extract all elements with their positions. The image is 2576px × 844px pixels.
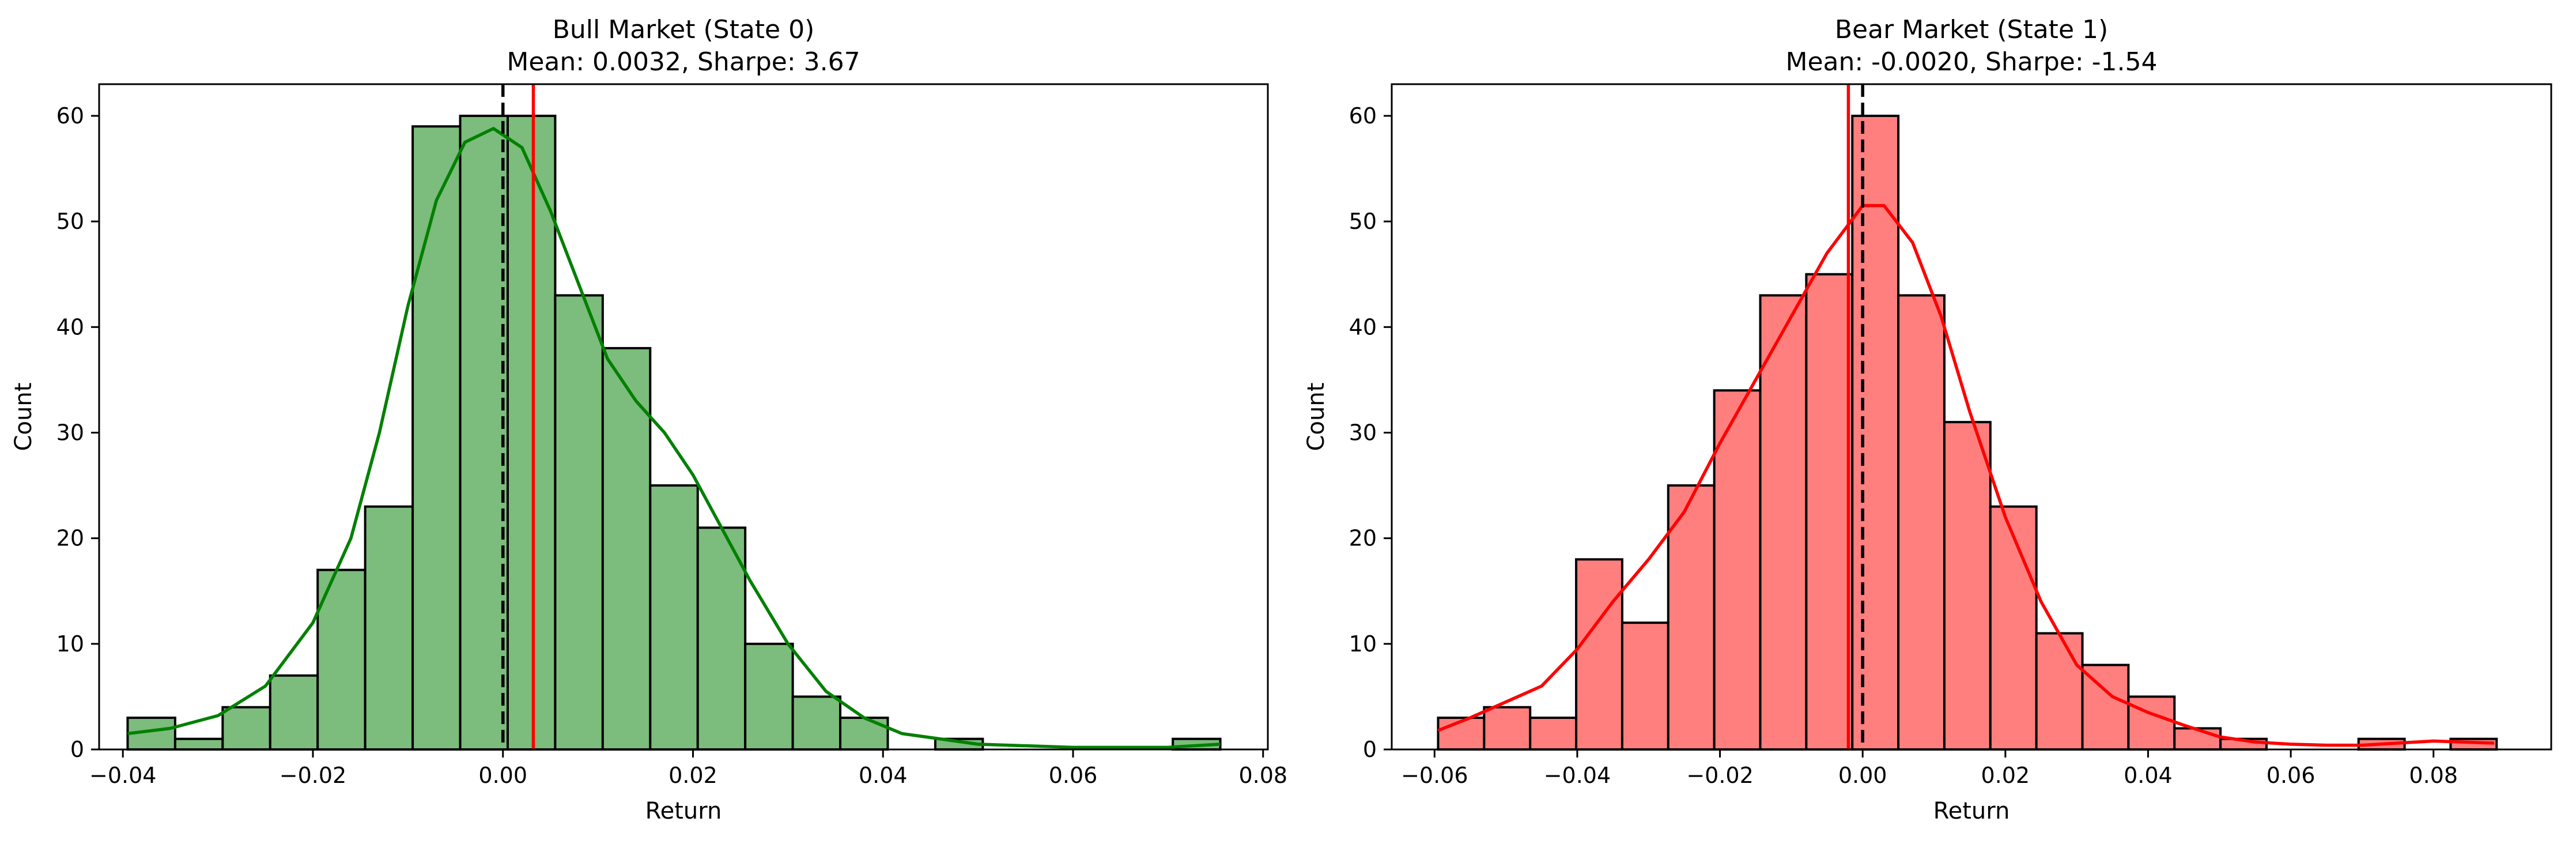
kde-curve — [127, 127, 1221, 749]
chart-subtitle: Mean: 0.0032, Sharpe: 3.67 — [507, 47, 860, 77]
y-tick-label: 30 — [56, 420, 84, 445]
histogram-bar — [744, 642, 794, 751]
histogram-bar — [601, 346, 652, 751]
histogram-bar — [649, 484, 699, 751]
x-tick-label: 0.00 — [478, 763, 527, 788]
histogram-bar — [1621, 621, 1670, 751]
histogram-bar — [1989, 505, 2038, 751]
x-tick-label: −0.02 — [1686, 763, 1753, 788]
chart-title: Bear Market (State 1) — [1835, 15, 2108, 44]
histogram-bar — [1483, 706, 1532, 751]
histogram-bar — [173, 737, 224, 751]
x-tick-label: 0.04 — [859, 763, 908, 788]
y-tick-label: 50 — [1349, 209, 1377, 234]
y-tick-label: 20 — [56, 526, 84, 551]
x-axis-label: Return — [645, 798, 722, 824]
x-tick-label: −0.06 — [1401, 763, 1468, 788]
x-tick-label: 0.02 — [668, 763, 717, 788]
histogram-bar — [1713, 389, 1762, 751]
histogram-bar — [1851, 114, 1900, 751]
axes-frame — [98, 83, 1269, 751]
axes-frame — [1391, 83, 2552, 751]
histogram-bar — [1667, 484, 1716, 751]
x-tick-label: 0.06 — [2267, 763, 2316, 788]
y-tick-label: 60 — [1349, 103, 1377, 129]
x-axis-label: Return — [1933, 798, 2010, 824]
y-axis-label: Count — [10, 383, 37, 451]
x-tick-label: −0.04 — [1544, 763, 1611, 788]
histogram-bar — [791, 695, 842, 751]
x-tick-label: 0.04 — [2124, 763, 2173, 788]
x-tick-label: 0.08 — [1238, 763, 1287, 788]
histogram-bar — [221, 706, 271, 751]
x-tick-label: 0.02 — [1981, 763, 2030, 788]
histogram-bar — [1759, 294, 1808, 751]
histogram-bar — [2173, 727, 2222, 751]
histogram-bar — [1529, 717, 1578, 751]
y-axis-label: Count — [1303, 383, 1329, 451]
histogram-bar — [839, 717, 889, 751]
x-tick-label: −0.04 — [89, 763, 156, 788]
y-tick-label: 10 — [56, 631, 84, 657]
kde-curve — [1437, 204, 2495, 747]
x-tick-label: 0.06 — [1049, 763, 1098, 788]
y-tick-label: 40 — [1349, 314, 1377, 340]
histogram-bar — [1943, 421, 1992, 751]
histogram-bar — [1575, 558, 1623, 751]
x-tick-label: 0.08 — [2409, 763, 2458, 788]
histogram-bar — [1897, 294, 1946, 751]
histogram-bar — [459, 114, 509, 751]
y-tick-label: 0 — [1363, 737, 1377, 762]
y-tick-label: 20 — [1349, 526, 1377, 551]
histogram-bar — [411, 125, 462, 751]
y-tick-label: 40 — [56, 314, 84, 340]
histogram-bar — [1805, 273, 1854, 751]
histogram-bar — [2035, 632, 2084, 751]
y-tick-label: 10 — [1349, 631, 1377, 657]
y-tick-label: 0 — [70, 737, 84, 762]
chart-panel-1: −0.04 −0.02 0.00 0.02 0.04 0.06 0.08 0 10 20 30 40 5… — [10, 15, 1287, 824]
y-tick-label: 30 — [1349, 420, 1377, 445]
chart-subtitle: Mean: -0.0020, Sharpe: -1.54 — [1785, 47, 2157, 77]
x-tick-label: 0.00 — [1838, 763, 1887, 788]
histogram-bar — [2127, 695, 2176, 751]
histogram-bar — [506, 114, 557, 751]
y-tick-label: 50 — [56, 209, 84, 234]
y-tick-label: 60 — [56, 103, 84, 129]
histogram-bar — [554, 294, 604, 751]
histogram-bar — [364, 505, 414, 751]
chart-title: Bull Market (State 0) — [553, 15, 815, 44]
chart-panel-2: −0.06 −0.04 −0.02 0.00 0.02 0.04 0.06 0.08 0 10 20… — [1303, 15, 2552, 824]
x-tick-label: −0.02 — [279, 763, 346, 788]
histogram-bar — [269, 674, 319, 751]
